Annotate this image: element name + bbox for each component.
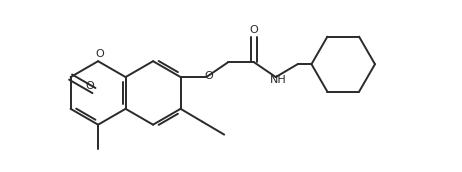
Text: NH: NH xyxy=(270,75,287,85)
Text: O: O xyxy=(85,81,94,91)
Text: O: O xyxy=(96,49,104,59)
Text: O: O xyxy=(204,71,213,81)
Text: O: O xyxy=(249,25,258,35)
